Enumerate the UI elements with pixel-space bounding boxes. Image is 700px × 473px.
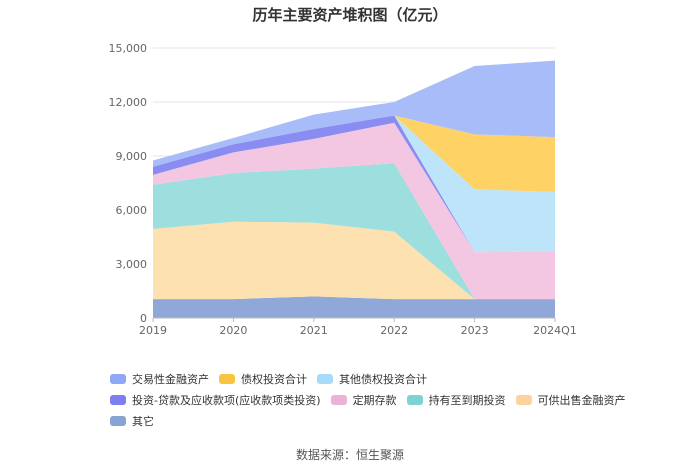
area-定期存款 <box>153 122 555 300</box>
chart-title: 历年主要资产堆积图（亿元） <box>252 6 448 24</box>
legend-swatch <box>110 394 126 405</box>
y-tick-label: 0 <box>140 312 147 325</box>
area-交易性金融资产 <box>153 60 555 167</box>
stacked-area-chart: 0 3,000 6,000 9,000 12,000 15,000 2019 2020 2021… <box>109 42 577 337</box>
legend-swatch <box>330 394 347 405</box>
x-tick-label: 2024Q1 <box>533 324 577 337</box>
y-tick-label: 12,000 <box>109 96 148 109</box>
y-tick-label: 9,000 <box>116 150 148 163</box>
axes: 0 3,000 6,000 9,000 12,000 15,000 2019 2020 2021… <box>109 42 577 337</box>
legend-swatch <box>317 373 333 384</box>
y-tick-label: 3,000 <box>116 258 148 271</box>
legend-row: 交易性金融资产 债权投资合计 其他债权投资合计 <box>110 368 670 389</box>
legend-item[interactable]: 可供出售金融资产 <box>515 392 626 408</box>
area-其它 <box>153 296 555 318</box>
legend: 交易性金融资产 债权投资合计 其他债权投资合计投资-贷款及应收款项(应收款项类投资)… <box>110 368 670 431</box>
legend-row: 其它 <box>110 410 670 431</box>
area-series <box>153 60 555 318</box>
legend-label: 持有至到期投资 <box>428 393 506 407</box>
legend-item[interactable]: 其它 <box>110 413 154 429</box>
x-tick-label: 2023 <box>461 324 489 337</box>
source-note: 数据来源：恒生聚源 <box>295 448 404 462</box>
x-tick-label: 2020 <box>219 324 247 337</box>
legend-swatch <box>515 394 532 405</box>
area-债权投资合计 <box>153 115 555 192</box>
area-持有至到期投资 <box>153 163 555 300</box>
legend-label: 其他债权投资合计 <box>339 372 427 386</box>
legend-item[interactable]: 定期存款 <box>330 392 397 408</box>
legend-item[interactable]: 投资-贷款及应收款项(应收款项类投资) <box>110 392 321 408</box>
legend-row: 投资-贷款及应收款项(应收款项类投资) 定期存款 持有至到期投资 可供出售金融资产 <box>110 389 670 410</box>
area-其他债权投资合计 <box>153 115 555 253</box>
legend-swatch <box>219 373 235 384</box>
x-tick-label: 2021 <box>300 324 328 337</box>
legend-item[interactable]: 持有至到期投资 <box>406 392 506 408</box>
area-可供出售金融资产 <box>153 221 555 300</box>
legend-label: 债权投资合计 <box>241 372 307 386</box>
legend-item[interactable]: 其他债权投资合计 <box>317 371 427 387</box>
legend-label: 定期存款 <box>352 393 397 407</box>
legend-swatch <box>406 394 423 405</box>
legend-swatch <box>110 373 126 384</box>
legend-label: 可供出售金融资产 <box>537 393 626 407</box>
legend-label: 投资-贷款及应收款项(应收款项类投资) <box>132 393 321 407</box>
x-tick-label: 2019 <box>139 324 167 337</box>
y-tick-label: 15,000 <box>109 42 148 55</box>
legend-item[interactable]: 债权投资合计 <box>219 371 307 387</box>
legend-item[interactable]: 交易性金融资产 <box>110 371 209 387</box>
legend-label: 交易性金融资产 <box>132 372 209 386</box>
x-tick-label: 2022 <box>380 324 408 337</box>
legend-swatch <box>110 415 126 426</box>
y-tick-label: 6,000 <box>116 204 148 217</box>
legend-label: 其它 <box>132 414 154 428</box>
area-投资-贷款及应收款项(应收款项类投资) <box>153 115 555 253</box>
